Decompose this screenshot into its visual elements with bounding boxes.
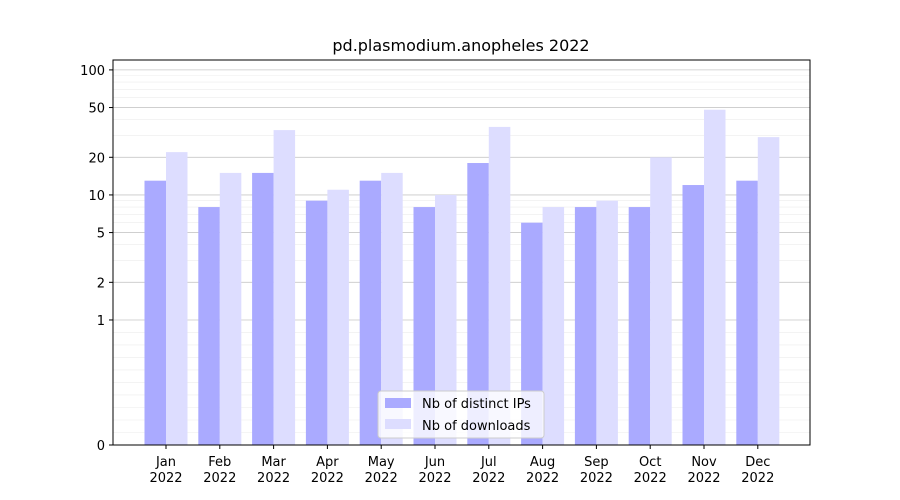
x-tick-label-month: Jul	[480, 455, 497, 470]
bar-downloads	[327, 189, 349, 445]
bar-distinct-ips	[628, 207, 651, 445]
bar-downloads	[542, 207, 565, 445]
x-tick-label-month: Mar	[261, 455, 286, 470]
y-tick-label: 5	[97, 227, 105, 242]
bar-distinct-ips	[682, 185, 704, 445]
x-tick-label-month: Jun	[424, 455, 445, 470]
bar-downloads	[757, 137, 780, 445]
bars	[144, 109, 780, 446]
x-tick-label-year: 2022	[365, 471, 398, 486]
legend-label-downloads: Nb of downloads	[422, 419, 531, 434]
x-tick-label-month: May	[368, 455, 395, 470]
y-tick-label: 10	[88, 189, 105, 204]
legend-swatch-ips	[385, 398, 411, 408]
y-tick-label: 20	[88, 151, 105, 166]
y-tick-label: 50	[88, 102, 105, 117]
x-tick-label-month: Nov	[691, 455, 717, 470]
x-tick-label-year: 2022	[257, 471, 290, 486]
bar-distinct-ips	[413, 207, 435, 445]
legend-swatch-downloads	[385, 419, 411, 429]
y-tick-label: 2	[97, 276, 105, 291]
bar-downloads	[596, 200, 618, 445]
legend-label-ips: Nb of distinct IPs	[422, 397, 531, 412]
x-tick-label-year: 2022	[526, 471, 559, 486]
legend: Nb of distinct IPs Nb of downloads	[377, 390, 545, 439]
x-tick-label-year: 2022	[311, 471, 344, 486]
x-tick-label-month: Oct	[639, 455, 661, 470]
legend-frame	[377, 390, 545, 439]
bar-downloads	[219, 172, 242, 445]
bar-downloads	[704, 109, 726, 445]
bar-distinct-ips	[521, 222, 543, 445]
bar-downloads	[273, 130, 296, 445]
bar-distinct-ips	[574, 207, 597, 445]
bar-distinct-ips	[359, 180, 382, 445]
y-tick-label: 100	[80, 64, 105, 79]
plot-frame	[112, 59, 811, 446]
x-tick-label-month: Aug	[530, 455, 555, 470]
bar-distinct-ips	[198, 207, 220, 445]
x-tick-label-month: Apr	[316, 455, 339, 470]
x-tick-label-year: 2022	[418, 471, 451, 486]
x-tick-label-year: 2022	[472, 471, 505, 486]
bar-downloads	[435, 194, 457, 445]
x-tick-label-month: Feb	[208, 455, 231, 470]
bar-downloads	[488, 126, 511, 446]
bar-distinct-ips	[305, 200, 328, 445]
x-tick-label-year: 2022	[741, 471, 774, 486]
y-axis: 0 1 2 5 10 20 50 100	[80, 64, 113, 454]
x-tick-label-month: Sep	[584, 455, 609, 470]
bar-distinct-ips	[736, 180, 758, 445]
x-tick-label-year: 2022	[149, 471, 182, 486]
bar-distinct-ips	[252, 172, 274, 445]
x-axis: Jan2022Feb2022Mar2022Apr2022May2022Jun20…	[149, 445, 774, 486]
bar-distinct-ips	[144, 180, 166, 445]
x-tick-label-year: 2022	[687, 471, 720, 486]
bar-distinct-ips	[467, 163, 489, 445]
x-tick-label-year: 2022	[580, 471, 613, 486]
x-tick-label-month: Jan	[155, 455, 176, 470]
y-tick-label: 0	[97, 439, 105, 454]
x-tick-label-year: 2022	[634, 471, 667, 486]
x-tick-label-month: Dec	[745, 455, 770, 470]
bar-downloads	[650, 157, 672, 445]
bar-downloads	[381, 172, 403, 445]
x-tick-label-year: 2022	[203, 471, 236, 486]
bar-downloads	[166, 152, 188, 445]
chart-title: pd.plasmodium.anopheles 2022	[332, 36, 589, 55]
y-tick-label: 1	[97, 314, 105, 329]
